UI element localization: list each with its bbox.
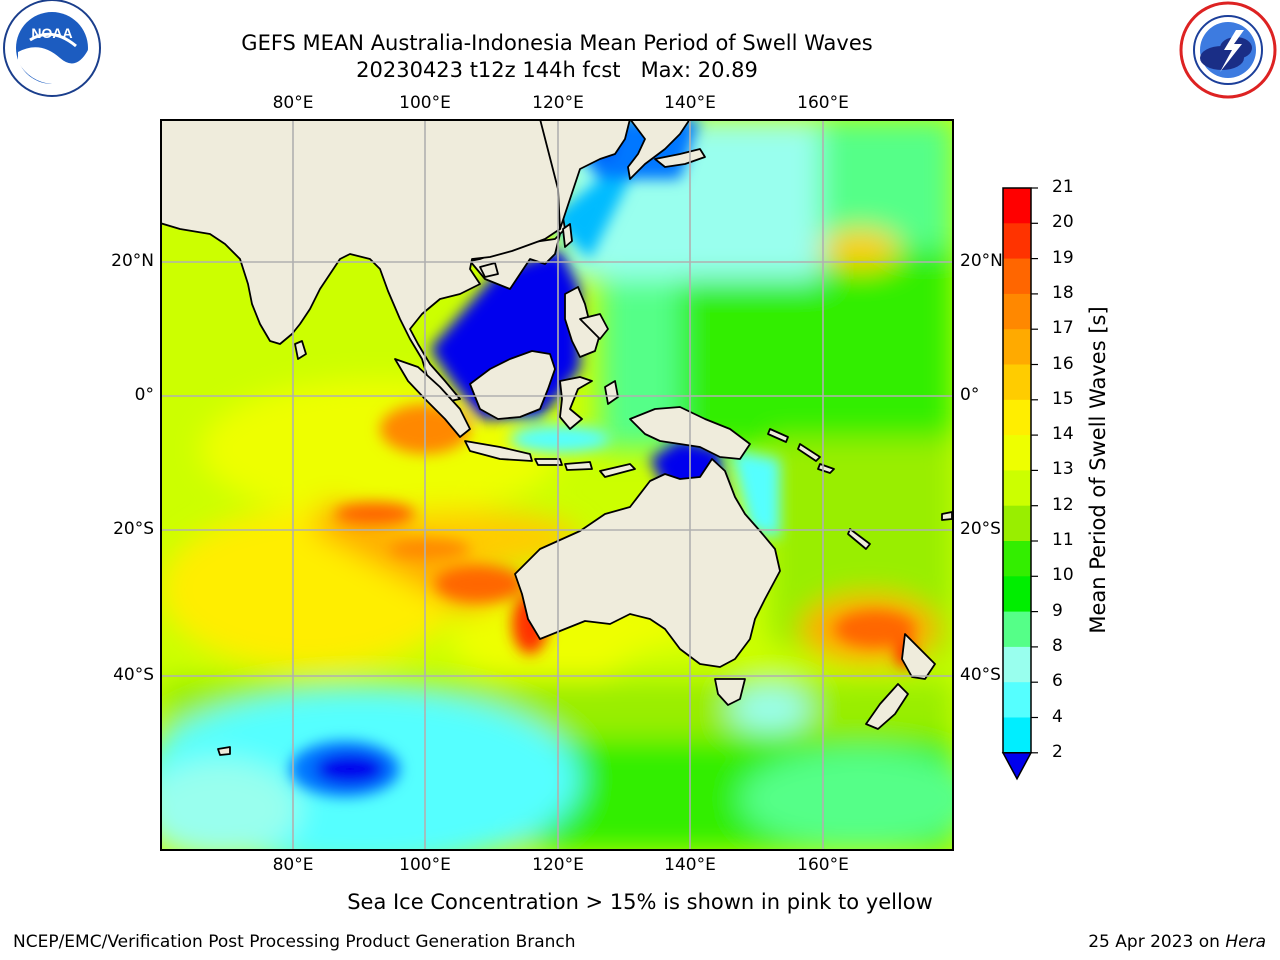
lat-label-right-20s: 20°S	[960, 519, 1001, 539]
colorbar-swatch	[1003, 329, 1031, 365]
lat-label-left-20s: 20°S	[113, 519, 154, 539]
colorbar-tick-labels: 21 20 19 18 17 16 15 14 13 12 11 10 9 8 6 4 2	[1052, 0, 1092, 960]
colorbar-tick-label: 17	[1052, 318, 1074, 339]
colorbar-tick-label: 12	[1052, 494, 1074, 515]
lon-label-top-100e: 100°E	[399, 93, 451, 113]
colorbar-swatch	[1003, 646, 1031, 683]
colorbar-tick-label: 6	[1052, 671, 1063, 692]
colorbar-tick-label: 2	[1052, 741, 1063, 762]
footer-right: 25 Apr 2023 on Hera	[1088, 932, 1266, 952]
chart-subtitle: 20230423 t12z 144h fcst Max: 20.89	[356, 58, 758, 82]
colorbar-tick-label: 11	[1052, 530, 1074, 550]
footer-left: NCEP/EMC/Verification Post Processing Pr…	[13, 932, 576, 952]
colorbar-swatch	[1003, 364, 1031, 401]
colorbar	[1000, 186, 1040, 786]
nws-logo	[1176, 0, 1280, 104]
lon-label-bottom-100e: 100°E	[399, 855, 451, 875]
colorbar-tick-label: 18	[1052, 282, 1074, 303]
footer-date: 25 Apr 2023 on	[1088, 932, 1226, 952]
sea-ice-note: Sea Ice Concentration > 15% is shown in …	[347, 890, 933, 914]
colorbar-tick-label: 16	[1052, 353, 1074, 374]
colorbar-swatch	[1003, 505, 1031, 542]
lon-label-top-120e: 120°E	[532, 93, 584, 113]
colorbar-swatch	[1003, 541, 1031, 577]
colorbar-swatch	[1003, 576, 1031, 613]
colorbar-tick-label: 19	[1052, 247, 1074, 268]
lat-label-left-0: 0°	[134, 385, 154, 405]
colorbar-tick-label: 20	[1052, 212, 1074, 233]
colorbar-tick-label: 9	[1052, 600, 1063, 621]
noaa-logo-text: NOAA	[31, 25, 72, 41]
lon-label-bottom-120e: 120°E	[532, 855, 584, 875]
colorbar-swatch	[1003, 435, 1031, 471]
lat-label-left-40s: 40°S	[113, 665, 154, 685]
lon-label-bottom-140e: 140°E	[664, 855, 716, 875]
colorbar-swatch	[1003, 717, 1031, 754]
colorbar-tick-label: 15	[1052, 388, 1074, 409]
colorbar-tick-label: 10	[1052, 565, 1074, 586]
colorbar-swatch	[1003, 223, 1031, 260]
lon-label-top-160e: 160°E	[797, 93, 849, 113]
colorbar-tick-label: 21	[1052, 177, 1074, 197]
colorbar-swatches	[1001, 187, 1038, 781]
map-panel	[140, 118, 980, 869]
colorbar-swatch	[1003, 470, 1031, 507]
colorbar-tick-label: 14	[1052, 424, 1074, 445]
noaa-logo: NOAA	[0, 0, 104, 104]
swell-period-map	[140, 118, 980, 869]
colorbar-swatch	[1003, 258, 1031, 295]
lon-label-top-140e: 140°E	[664, 93, 716, 113]
lon-label-top-80e: 80°E	[272, 93, 314, 113]
land-masses	[159, 118, 953, 756]
chart-title: GEFS MEAN Australia-Indonesia Mean Perio…	[241, 31, 873, 55]
graticule	[160, 119, 954, 851]
colorbar-swatch	[1003, 188, 1031, 224]
colorbar-swatch	[1003, 682, 1031, 718]
lat-label-left-20n: 20°N	[111, 251, 154, 271]
lon-label-bottom-80e: 80°E	[272, 855, 314, 875]
lat-label-right-0: 0°	[960, 385, 980, 405]
colorbar-label: Mean Period of Swell Waves [s]	[1086, 306, 1110, 634]
footer-host: Hera	[1225, 932, 1266, 952]
colorbar-swatch	[1003, 611, 1031, 648]
colorbar-tick-label: 4	[1052, 706, 1063, 727]
colorbar-tick-label: 8	[1052, 635, 1063, 656]
colorbar-swatch	[1003, 293, 1031, 330]
colorbar-swatch	[1003, 399, 1031, 436]
lat-label-right-40s: 40°S	[960, 665, 1001, 685]
map-frame	[160, 119, 954, 851]
lon-label-bottom-160e: 160°E	[797, 855, 849, 875]
lat-label-right-20n: 20°N	[960, 251, 1003, 271]
colorbar-tick-label: 13	[1052, 459, 1074, 480]
colorbar-extend-arrow	[1001, 752, 1033, 781]
